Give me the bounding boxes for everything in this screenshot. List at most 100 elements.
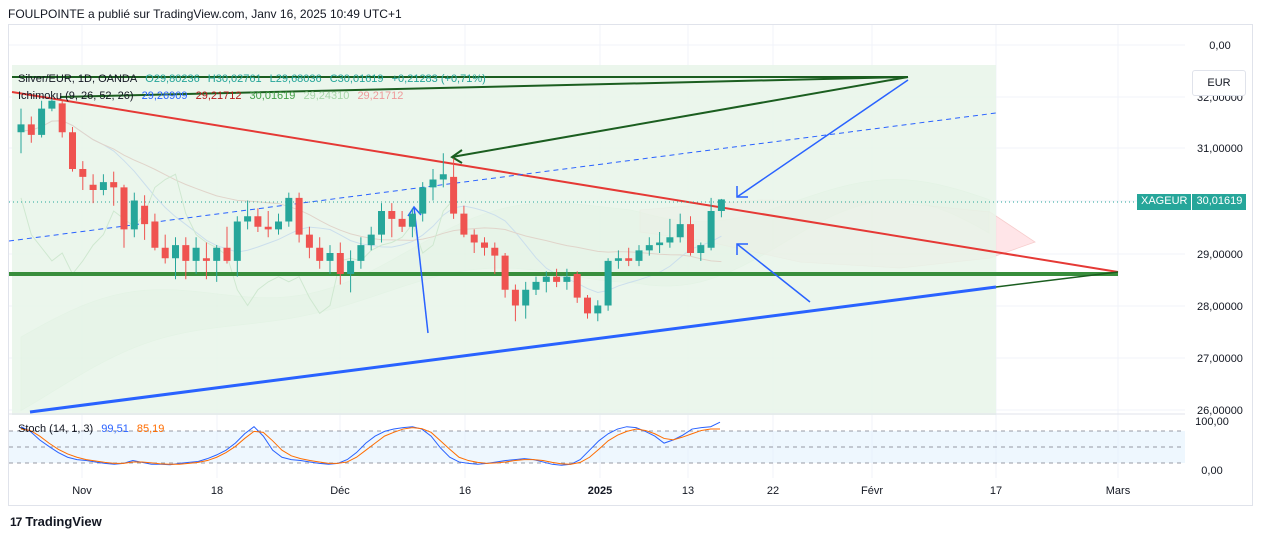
- candle-body: [439, 174, 447, 180]
- x-tick-label: Mars: [1106, 485, 1131, 497]
- triangle-zone: [12, 65, 996, 415]
- legend-ichimoku: Ichimoku (9, 26, 52, 26) 29,26909 29,217…: [18, 90, 408, 102]
- candle-body: [202, 258, 210, 261]
- candle-body: [707, 211, 715, 248]
- candle-body: [584, 297, 591, 314]
- price-tick-label: 28,00000: [1197, 301, 1243, 313]
- candle-body: [120, 187, 128, 230]
- candle-body: [275, 221, 282, 230]
- x-tick-label: Déc: [330, 485, 350, 497]
- candle-body: [336, 253, 344, 274]
- candle-body: [305, 234, 313, 248]
- downtrend-line: [11, 91, 1119, 273]
- candle-body: [172, 245, 179, 259]
- candle-body: [89, 184, 97, 190]
- candle-body: [316, 247, 324, 261]
- candle-body: [532, 281, 540, 290]
- legend-ichimoku-v2: 29,21712: [195, 90, 242, 102]
- price-tick-label: 27,00000: [1197, 353, 1243, 365]
- candle-body: [645, 245, 653, 251]
- x-tick-label: Févr: [861, 485, 883, 497]
- price-tick-label: 31,00000: [1197, 143, 1243, 155]
- x-tick-label: 13: [682, 485, 694, 497]
- last-price-tag: XAGEUR 30,01619: [1137, 194, 1247, 210]
- price-tag-symbol: XAGEUR: [1137, 194, 1192, 210]
- candles: [17, 98, 725, 322]
- x-tick-label: 2025: [588, 485, 612, 497]
- candle-body: [429, 179, 437, 188]
- stoch-tick-label: 0,00: [1201, 465, 1222, 477]
- candle-body: [522, 289, 530, 306]
- arrow-blue-3: [413, 206, 429, 334]
- legend-stoch-k: 99,51: [101, 423, 129, 435]
- candle-body: [182, 245, 190, 261]
- x-tick-label: 17: [990, 485, 1002, 497]
- arrow-line-2: [59, 76, 909, 98]
- legend-low: L29,68036: [269, 73, 322, 85]
- candle-body: [27, 124, 35, 135]
- arrow-blue-2: [736, 243, 811, 303]
- legend-ichimoku-v1: 29,26909: [141, 90, 188, 102]
- candle-body: [244, 216, 252, 222]
- candle-body: [635, 250, 643, 261]
- candle-body: [388, 211, 396, 219]
- arrowhead-blue-3: [407, 205, 422, 217]
- candle-body: [656, 242, 664, 246]
- candle-body: [419, 187, 427, 214]
- price-tick-label: 29,00000: [1197, 249, 1243, 261]
- candle-body: [563, 276, 571, 282]
- legend-change: +0,21283 (+0,71%): [391, 73, 486, 85]
- dashed-channel-line: [8, 112, 997, 242]
- candle-body: [450, 176, 458, 214]
- candle-body: [553, 276, 561, 282]
- drawings: [8, 65, 1185, 415]
- candle-body: [161, 247, 169, 259]
- x-tick-label: Nov: [72, 485, 92, 497]
- candle-body: [511, 289, 519, 306]
- candle-body: [594, 305, 602, 314]
- axes: Nov 18 Déc 16 2025 13 22 Févr 17 Mars0,0032,00000…: [72, 40, 1243, 497]
- candle-body: [542, 276, 550, 282]
- candle-body: [264, 226, 272, 230]
- candle-body: [223, 247, 231, 261]
- arrow-blue-1: [736, 79, 909, 198]
- legend-ichimoku-v4: 29,24310: [303, 90, 350, 102]
- legend-stoch: Stoch (14, 1, 3) 99,51 85,19: [18, 423, 169, 435]
- tradingview-logo-icon: 17: [10, 514, 22, 529]
- candle-body: [285, 197, 293, 222]
- candle-body: [213, 247, 221, 261]
- legend-stoch-name[interactable]: Stoch (14, 1, 3): [18, 423, 94, 435]
- candle-body: [697, 245, 705, 253]
- price-tick-label: 26,00000: [1197, 405, 1243, 417]
- candle-body: [48, 100, 56, 109]
- legend-stoch-d: 85,19: [136, 423, 165, 435]
- candle-body: [378, 211, 385, 235]
- candle-body: [491, 247, 499, 256]
- tradingview-brand: TradingView: [25, 514, 102, 529]
- legend-symbol[interactable]: Silver/EUR, 1D, OANDA: [18, 73, 138, 85]
- stoch-panel: [9, 413, 1185, 466]
- legend-high: H30,02761: [207, 73, 262, 85]
- legend-ichimoku-v3: 30,01619: [249, 90, 296, 102]
- currency-button[interactable]: EUR: [1192, 70, 1246, 96]
- tradingview-footer[interactable]: 17 TradingView: [10, 514, 102, 529]
- candle-body: [192, 247, 200, 261]
- x-tick-label: 22: [767, 485, 779, 497]
- x-tick-label: 16: [459, 485, 471, 497]
- candle-body: [130, 200, 138, 230]
- candle-body: [326, 253, 334, 261]
- legend-main: Silver/EUR, 1D, OANDA O29,80236 H30,0276…: [18, 73, 491, 85]
- stoch-d-line: [20, 427, 721, 465]
- arrow-line-3: [451, 76, 909, 158]
- candle-body: [717, 199, 725, 211]
- candle-body: [367, 234, 375, 246]
- candle-body: [151, 221, 159, 248]
- candle-body: [625, 258, 633, 261]
- candle-body: [141, 205, 149, 225]
- candle-body: [233, 221, 241, 261]
- arrowhead-blue-2: [736, 243, 748, 255]
- candle-body: [501, 255, 509, 290]
- legend-ichimoku-name[interactable]: Ichimoku (9, 26, 52, 26): [18, 90, 134, 102]
- price-tag-value: 30,01619: [1192, 194, 1247, 210]
